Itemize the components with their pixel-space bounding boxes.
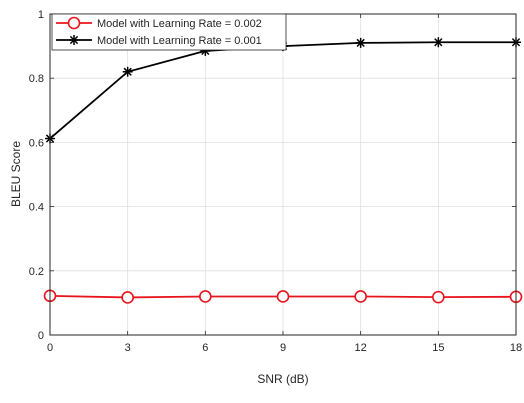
- legend-item-2: Model with Learning Rate = 0.001: [56, 35, 262, 47]
- data-point: [354, 290, 367, 303]
- marker-stroke: [356, 38, 365, 48]
- x-tick-label: 9: [280, 342, 286, 354]
- legend-label: Model with Learning Rate = 0.001: [97, 35, 262, 47]
- marker-stroke: [434, 38, 443, 47]
- legend: Model with Learning Rate = 0.002 Model wi…: [51, 13, 287, 51]
- x-tick-label: 15: [432, 342, 444, 354]
- y-tick-label: 0.4: [29, 202, 44, 214]
- legend-box: [51, 13, 287, 51]
- circle-marker-icon: [67, 16, 81, 30]
- data-point: [355, 37, 366, 48]
- x-tick-label: 12: [355, 342, 367, 354]
- data-point: [199, 290, 212, 303]
- marker-stroke: [123, 67, 132, 76]
- y-tick-label: 0: [38, 330, 44, 342]
- x-tick-label: 6: [202, 342, 208, 354]
- legend-label: Model with Learning Rate = 0.002: [97, 18, 262, 30]
- y-tick-label: 1: [38, 9, 44, 21]
- legend-items: Model with Learning Rate = 0.002 Model wi…: [56, 16, 262, 47]
- x-axis-label: SNR (dB): [257, 372, 308, 386]
- ticks: 0 3 6 9 12 15 18 0 0.2 0.4 0.6 0.8 1: [29, 9, 522, 354]
- y-tick-label: 0.2: [29, 266, 44, 278]
- y-tick-label: 0.8: [29, 73, 44, 85]
- legend-item-1: Model with Learning Rate = 0.002: [56, 16, 262, 30]
- y-axis-label: BLEU Score: [9, 141, 23, 207]
- x-tick-label: 3: [125, 342, 131, 354]
- marker-stroke: [69, 35, 79, 45]
- data-point: [121, 291, 134, 304]
- asterisk-marker-icon: [69, 35, 79, 45]
- x-tick-label: 18: [510, 342, 522, 354]
- data-point: [122, 66, 133, 77]
- y-tick-label: 0.6: [29, 137, 44, 149]
- data-point: [432, 290, 445, 304]
- x-tick-label: 0: [47, 342, 53, 354]
- data-point: [276, 290, 290, 303]
- data-point: [433, 37, 444, 48]
